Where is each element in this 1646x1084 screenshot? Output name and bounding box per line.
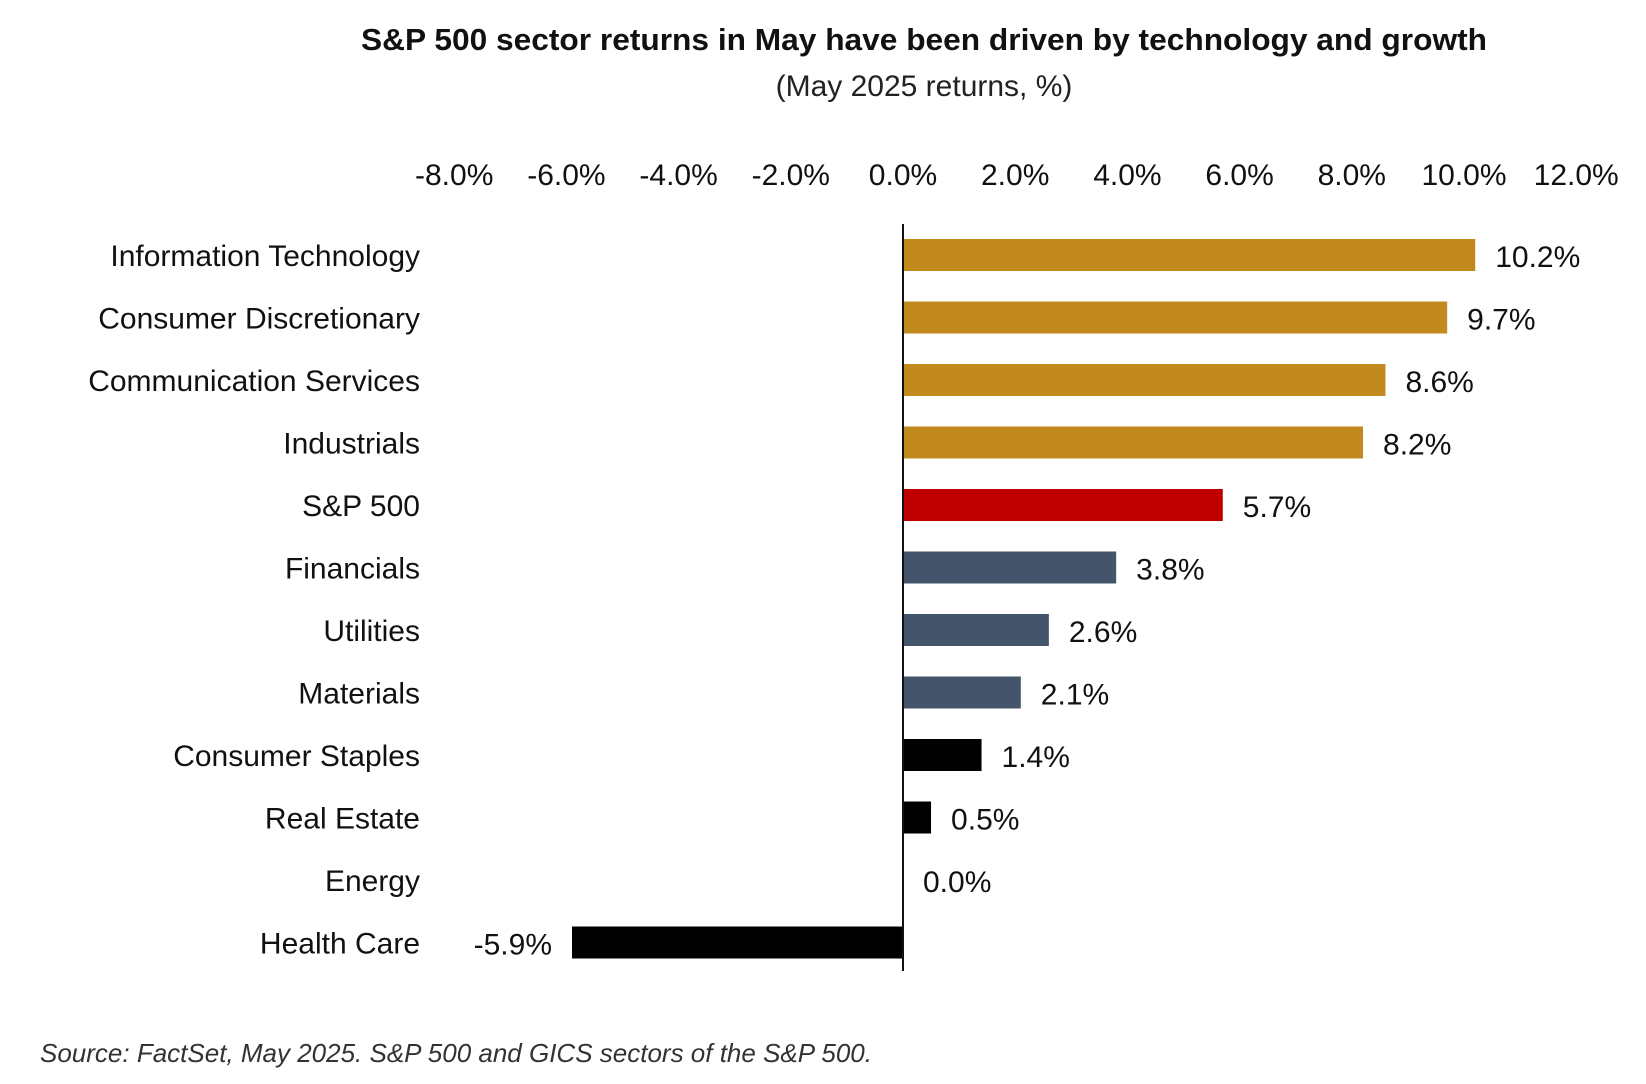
bar-row: Industrials 8.2% xyxy=(283,426,1451,462)
bar-row: Real Estate 0.5% xyxy=(265,801,1019,837)
x-tick-label: 6.0% xyxy=(1205,159,1273,192)
data-label: 9.7% xyxy=(1467,304,1535,337)
bar xyxy=(903,614,1049,646)
x-tick-label: 12.0% xyxy=(1534,159,1619,192)
bar-row: Communication Services 8.6% xyxy=(88,364,1474,399)
data-label: 2.6% xyxy=(1069,616,1137,649)
category-label: Consumer Discretionary xyxy=(98,303,420,336)
data-label: 5.7% xyxy=(1243,491,1311,524)
bar-row: Information Technology 10.2% xyxy=(110,239,1580,274)
bar xyxy=(903,426,1364,459)
category-label: Real Estate xyxy=(265,803,420,836)
bar xyxy=(903,551,1117,584)
x-tick-label: 2.0% xyxy=(981,159,1049,192)
category-label: Consumer Staples xyxy=(173,740,420,773)
data-label: 0.0% xyxy=(923,866,991,899)
bar-row: Health Care -5.9% xyxy=(260,926,903,962)
bar xyxy=(903,489,1223,521)
data-label: 1.4% xyxy=(1002,741,1070,774)
bar xyxy=(572,926,903,959)
category-label: Health Care xyxy=(260,928,420,961)
bar xyxy=(903,239,1476,271)
bar xyxy=(903,739,982,771)
data-label: 8.2% xyxy=(1383,429,1451,462)
chart-subtitle: (May 2025 returns, %) xyxy=(776,70,1073,103)
data-label: 8.6% xyxy=(1405,366,1473,399)
x-tick-label: 8.0% xyxy=(1318,159,1386,192)
x-tick-label: -8.0% xyxy=(415,159,493,192)
bar-row: Energy 0.0% xyxy=(325,865,991,899)
x-tick-label: 10.0% xyxy=(1421,159,1506,192)
x-tick-label: -6.0% xyxy=(527,159,605,192)
x-tick-label: 0.0% xyxy=(869,159,937,192)
source-note: Source: FactSet, May 2025. S&P 500 and G… xyxy=(40,1038,872,1068)
category-label: Materials xyxy=(298,678,420,711)
bar-row: Financials 3.8% xyxy=(285,551,1205,587)
bar xyxy=(903,676,1021,709)
bar-row: S&P 500 5.7% xyxy=(302,489,1311,524)
category-label: Utilities xyxy=(323,615,420,648)
data-label: 3.8% xyxy=(1136,554,1204,587)
chart-title: S&P 500 sector returns in May have been … xyxy=(361,22,1487,57)
bar-row: Consumer Discretionary 9.7% xyxy=(98,301,1536,337)
data-label: -5.9% xyxy=(474,929,552,962)
category-label: Industrials xyxy=(283,428,420,461)
category-label: Communication Services xyxy=(88,365,420,398)
bar-row: Utilities 2.6% xyxy=(323,614,1137,649)
bar xyxy=(903,301,1448,334)
data-label: 0.5% xyxy=(951,804,1019,837)
data-label: 2.1% xyxy=(1041,679,1109,712)
category-label: S&P 500 xyxy=(302,490,420,523)
x-tick-label: -4.0% xyxy=(639,159,717,192)
bar-row: Materials 2.1% xyxy=(298,676,1109,712)
category-label: Information Technology xyxy=(110,240,420,273)
bar xyxy=(903,801,932,834)
data-label: 10.2% xyxy=(1495,241,1580,274)
x-tick-label: -2.0% xyxy=(752,159,830,192)
x-tick-label: 4.0% xyxy=(1093,159,1161,192)
bar-row: Consumer Staples 1.4% xyxy=(173,739,1070,774)
category-label: Financials xyxy=(285,553,420,586)
category-label: Energy xyxy=(325,865,420,898)
bar xyxy=(903,364,1386,396)
